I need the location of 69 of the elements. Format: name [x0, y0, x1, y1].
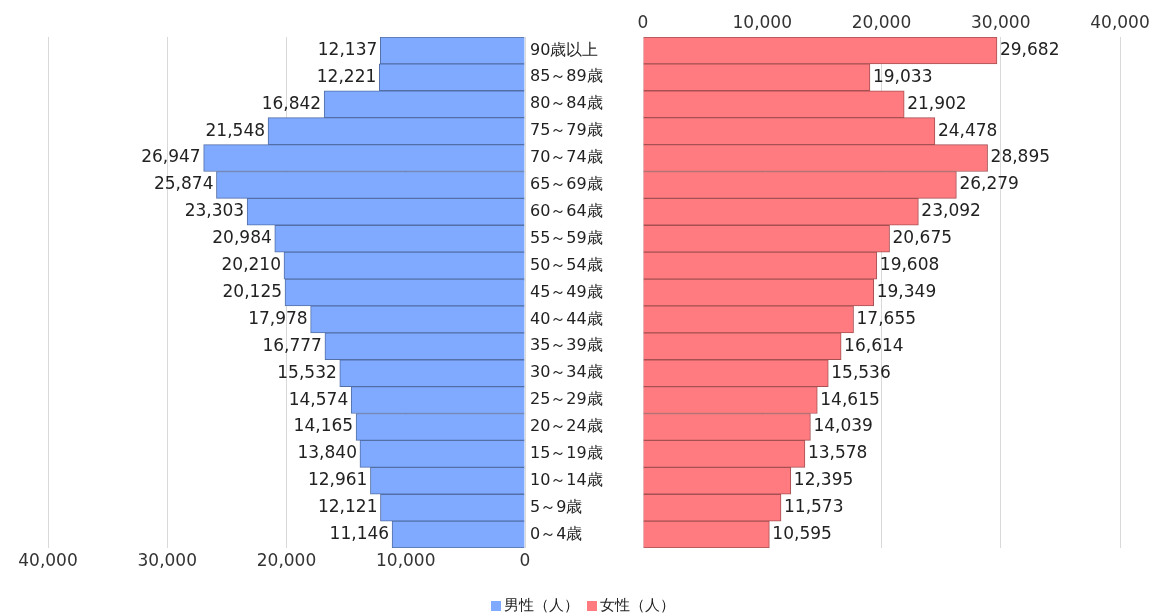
- y-tick-label: 25～29歳: [530, 389, 603, 409]
- data-label: 25,874: [153, 173, 214, 194]
- data-label: 19,608: [879, 254, 940, 275]
- data-label: 17,978: [248, 307, 308, 328]
- data-label: 20,210: [221, 254, 281, 275]
- data-label: 16,842: [261, 92, 322, 113]
- data-label: 17,655: [856, 307, 917, 328]
- y-tick-label: 70～74歳: [530, 147, 603, 167]
- data-label: 19,349: [876, 280, 937, 301]
- data-label: 12,221: [316, 65, 377, 86]
- data-label: 20,675: [892, 227, 953, 248]
- y-tick-label: 50～54歳: [530, 254, 603, 274]
- data-label: 15,532: [277, 361, 337, 382]
- data-label: 14,165: [293, 415, 354, 436]
- x-tick-label: 40,000: [18, 549, 78, 570]
- data-label: 23,092: [921, 200, 981, 221]
- x-tick-label: 0: [637, 12, 649, 33]
- x-tick-label: 10,000: [732, 12, 792, 33]
- y-tick-label: 30～34歳: [530, 362, 603, 382]
- x-tick-label: 30,000: [137, 549, 197, 570]
- y-tick-label: 20～24歳: [530, 416, 603, 436]
- data-label: 10,595: [772, 522, 832, 543]
- y-tick-label: 0～4歳: [530, 523, 583, 543]
- data-label: 14,039: [813, 415, 873, 436]
- x-tick-label: 10,000: [376, 549, 436, 570]
- y-tick-label: 90歳以上: [530, 39, 599, 59]
- x-tick-label: 40,000: [1090, 12, 1150, 33]
- data-label: 15,536: [831, 361, 891, 382]
- data-label: 24,478: [937, 119, 998, 140]
- y-tick-label: 45～49歳: [530, 281, 603, 301]
- data-label: 19,033: [872, 65, 933, 86]
- data-label: 16,614: [844, 334, 904, 355]
- legend-label: 男性（人）: [503, 596, 579, 615]
- data-label: 20,984: [212, 227, 272, 248]
- data-label: 26,279: [959, 173, 1019, 194]
- y-tick-label: 80～84歳: [530, 93, 603, 113]
- legend-label: 女性（人）: [599, 596, 675, 615]
- data-label: 26,947: [141, 146, 201, 167]
- data-label: 11,573: [784, 496, 844, 517]
- y-tick-label: 5～9歳: [530, 496, 583, 516]
- data-label: 23,303: [184, 200, 245, 221]
- data-label: 21,902: [907, 92, 967, 113]
- data-label: 20,125: [222, 280, 283, 301]
- y-tick-label: 65～69歳: [530, 174, 603, 194]
- data-label: 12,121: [317, 496, 378, 517]
- x-tick-label: 30,000: [971, 12, 1031, 33]
- y-tick-label: 35～39歳: [530, 335, 603, 355]
- y-tick-label: 10～14歳: [530, 469, 603, 489]
- y-tick-label: 15～19歳: [530, 443, 603, 463]
- data-label: 14,574: [288, 388, 349, 409]
- data-label: 12,961: [307, 469, 368, 490]
- y-tick-label: 55～59歳: [530, 227, 603, 247]
- x-tick-label: 20,000: [851, 12, 912, 33]
- y-tick-label: 85～89歳: [530, 66, 603, 86]
- data-label: 29,682: [999, 38, 1060, 59]
- data-label: 13,840: [297, 442, 357, 463]
- y-tick-label: 75～79歳: [530, 120, 603, 140]
- data-label: 14,615: [820, 388, 880, 409]
- data-label: 28,895: [990, 146, 1051, 167]
- data-label: 13,578: [807, 442, 868, 463]
- y-tick-label: 40～44歳: [530, 308, 603, 328]
- data-label: 12,395: [793, 469, 854, 490]
- y-tick-label: 60～64歳: [530, 200, 603, 220]
- x-tick-label: 0: [519, 549, 531, 570]
- data-label: 21,548: [205, 119, 266, 140]
- data-label: 12,137: [317, 38, 378, 59]
- data-label: 11,146: [329, 522, 390, 543]
- x-tick-label: 20,000: [256, 549, 317, 570]
- data-label: 16,777: [262, 334, 322, 355]
